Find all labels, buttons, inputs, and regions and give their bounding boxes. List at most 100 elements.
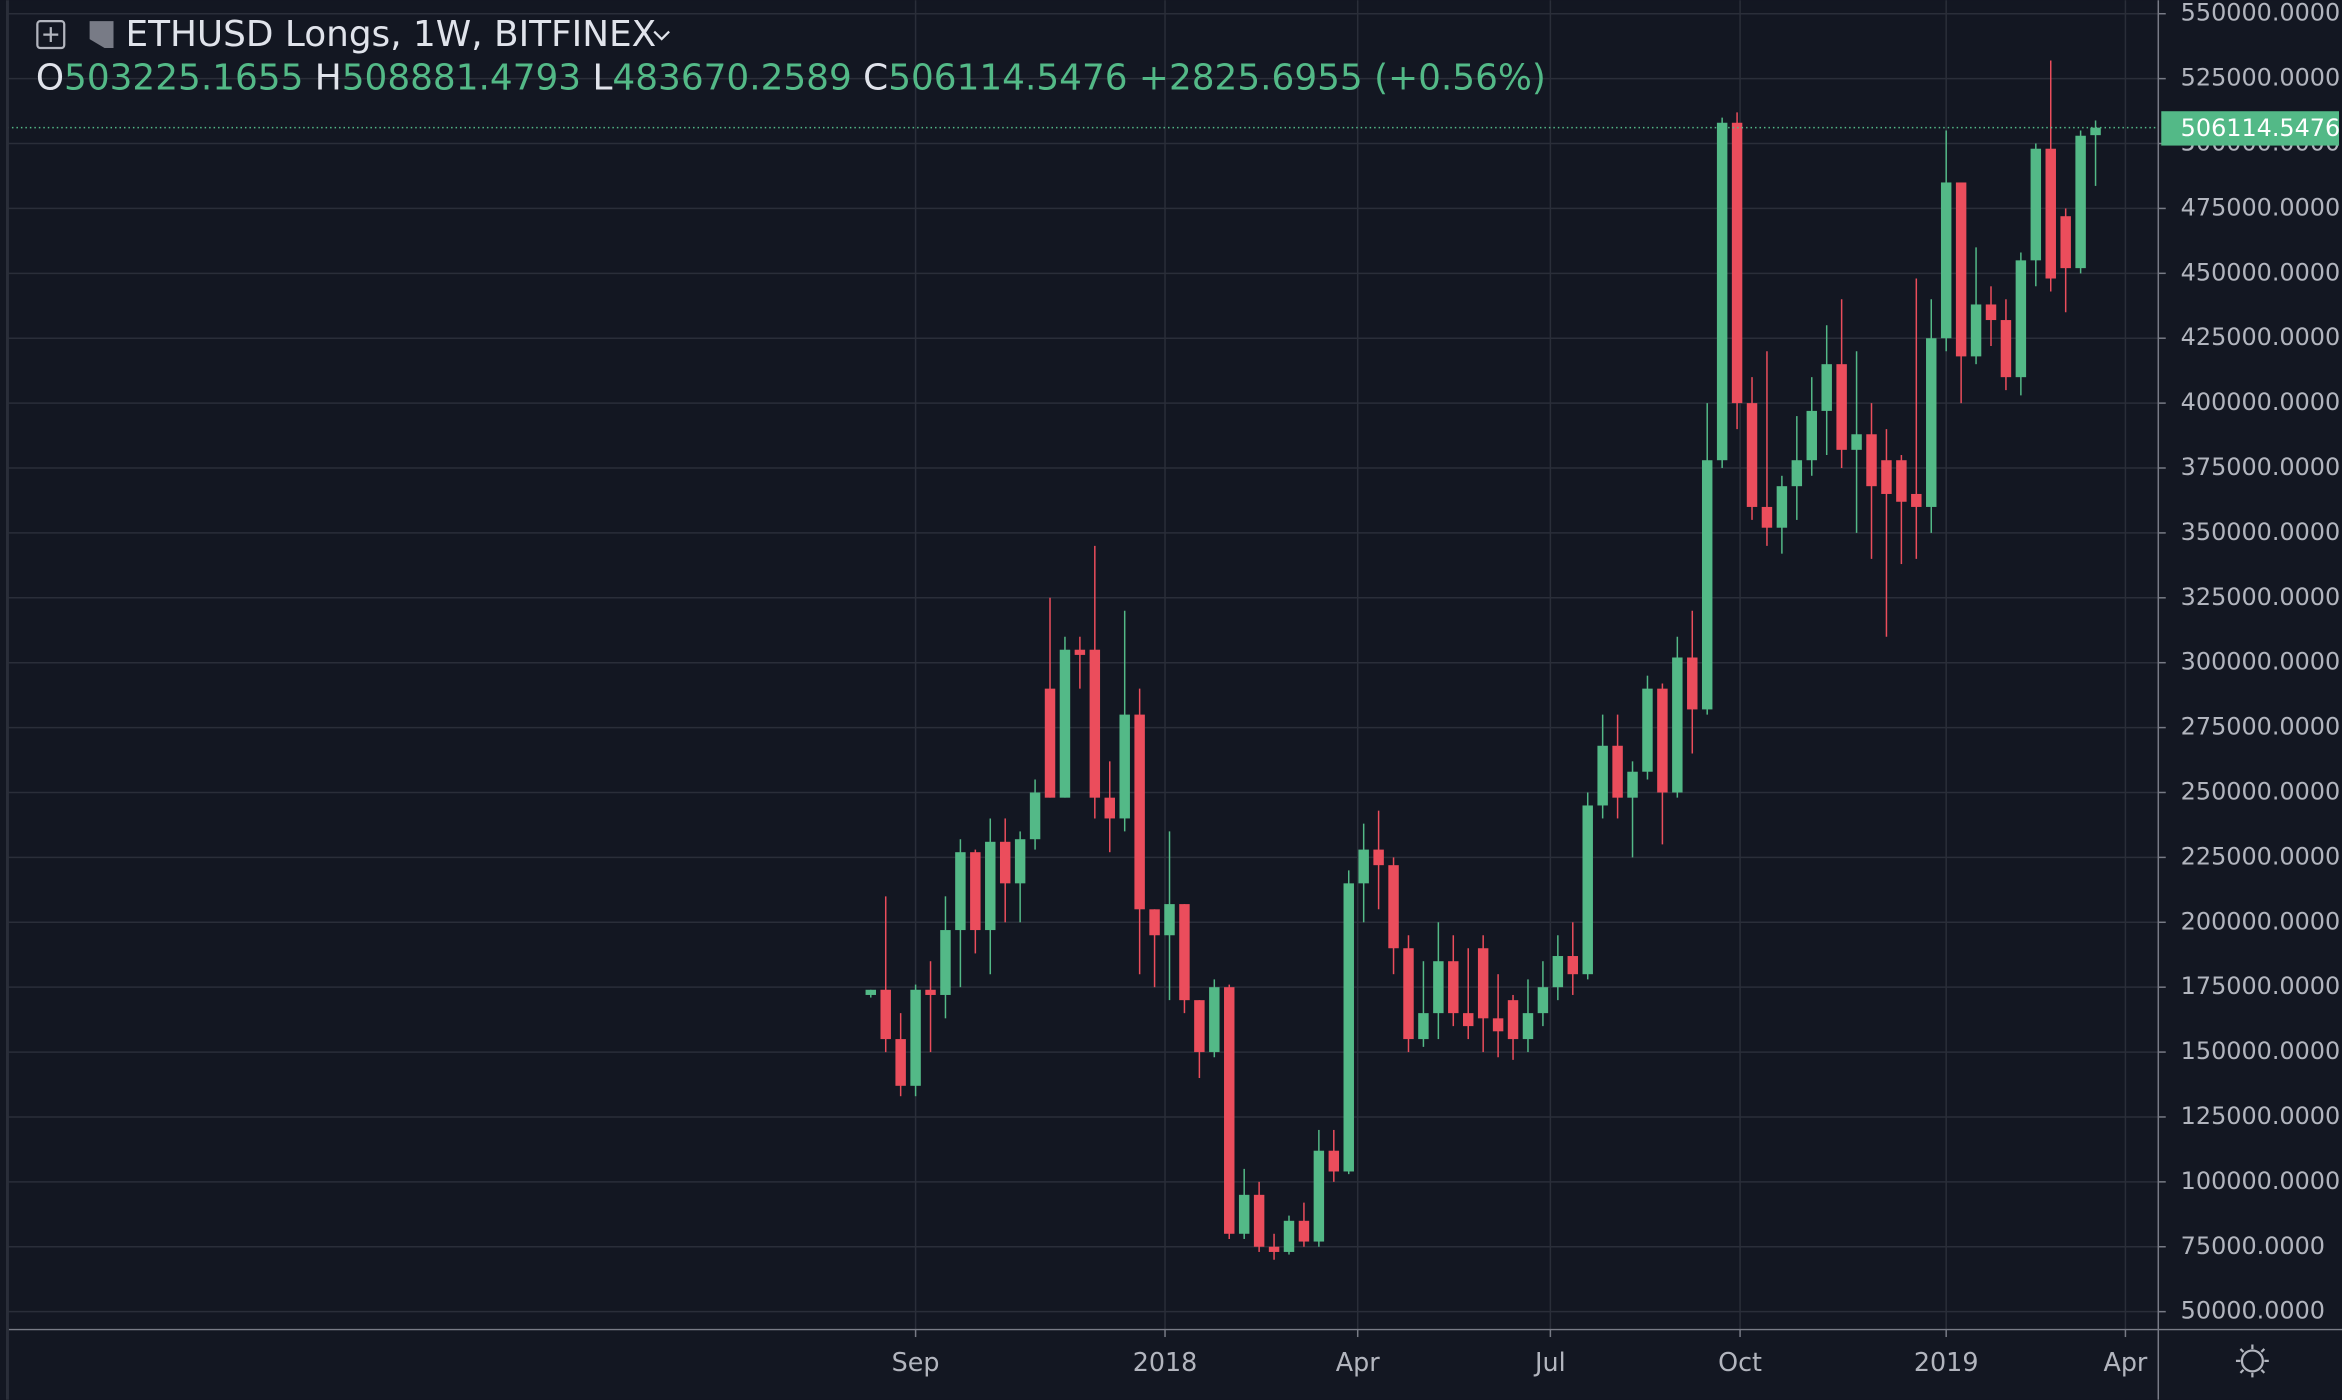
candle-body	[1612, 745, 1623, 798]
candle-body	[1074, 649, 1086, 655]
candle-body	[1283, 1220, 1295, 1252]
candle-body	[1672, 657, 1683, 793]
candle-body	[1746, 403, 1758, 507]
candle-body	[1597, 745, 1608, 806]
candle-body	[1014, 839, 1026, 884]
candle-body	[1985, 304, 1997, 321]
ohlc-value: 483670.2589	[612, 57, 851, 98]
candle-body	[1866, 434, 1877, 487]
candle-body	[1552, 956, 1564, 988]
candle-body	[1328, 1150, 1340, 1172]
y-tick-label: 250000.0000	[2181, 777, 2341, 805]
candle-body	[2000, 320, 2012, 378]
y-tick-label: 150000.0000	[2181, 1037, 2341, 1065]
candle-body	[1477, 948, 1489, 1019]
last-price-badge	[2161, 111, 2340, 146]
candle-body	[1731, 122, 1743, 404]
candle-body	[955, 852, 966, 931]
expand-icon-plus	[43, 27, 59, 43]
axes: 50000.0000 75000.0000 100000.0000 125000.00…	[892, 0, 2341, 1377]
candle-body	[1358, 849, 1369, 884]
candle-body	[1970, 304, 1982, 357]
y-tick-label: 200000.0000	[2181, 907, 2341, 935]
candle-body	[880, 989, 891, 1040]
candle-body	[1791, 460, 1803, 487]
x-tick-label: Jul	[1533, 1347, 1566, 1377]
candle-body	[1403, 948, 1414, 1040]
candle-body	[2045, 148, 2056, 279]
candle-body	[1627, 771, 1638, 798]
y-tick-label: 100000.0000	[2181, 1167, 2341, 1195]
ohlc-value: 506114.5476	[888, 57, 1127, 98]
candle-body	[1642, 688, 1653, 772]
y-tick-label: 50000.0000	[2181, 1297, 2325, 1325]
x-tick-label: Apr	[2103, 1347, 2147, 1377]
candle-body	[1373, 849, 1384, 866]
candle-body	[1955, 182, 1967, 357]
ohlc-prefix: O	[36, 57, 64, 98]
candle-body	[925, 989, 936, 995]
y-tick-label: 75000.0000	[2181, 1232, 2325, 1260]
candle-body	[2075, 135, 2086, 269]
y-tick-label: 225000.0000	[2181, 842, 2341, 870]
candle-body	[1209, 987, 1220, 1053]
candle-body	[1687, 657, 1698, 710]
flag-icon[interactable]	[89, 21, 114, 49]
x-tick-label: Sep	[892, 1347, 940, 1377]
candle-body	[1806, 410, 1817, 461]
candle-body	[1343, 883, 1354, 1172]
candle-body	[2090, 127, 2101, 136]
settings-gear[interactable]	[2240, 1349, 2264, 1373]
expand-icon[interactable]	[36, 20, 66, 50]
candle-body	[1836, 364, 1847, 450]
y-tick-label: 425000.0000	[2181, 323, 2341, 351]
candle-body	[1657, 688, 1668, 793]
ohlc-prefix: C	[863, 57, 888, 98]
candle-body	[1851, 434, 1862, 450]
dropdown-caret[interactable]	[653, 30, 670, 41]
change-label: +2825.6955 (+0.56%)	[1139, 57, 1546, 98]
candle-body	[1522, 1013, 1534, 1040]
ohlc-value: 503225.1655	[64, 57, 303, 98]
settings-icon[interactable]	[2235, 1344, 2269, 1378]
candle-body	[1701, 460, 1713, 710]
candle-body	[1926, 338, 1937, 507]
candles	[7, 60, 2159, 1260]
x-tick-label: 2018	[1133, 1347, 1198, 1377]
candle-body	[1298, 1220, 1310, 1242]
candle-body	[1238, 1194, 1250, 1234]
candle-body	[1194, 1000, 1205, 1053]
candle-body	[1119, 714, 1130, 819]
y-tick-label: 400000.0000	[2181, 388, 2341, 416]
ohlc-prefix: L	[592, 57, 612, 98]
candle-body	[1313, 1150, 1325, 1242]
y-tick-label: 375000.0000	[2181, 453, 2341, 481]
toolbar[interactable]: ETHUSD Longs, 1W, BITFINEX	[36, 14, 670, 55]
x-tick-label: Apr	[1336, 1347, 1380, 1377]
candle-body	[1433, 961, 1444, 1014]
candle-body	[1582, 805, 1593, 975]
candle-body	[1881, 460, 1892, 494]
candle-body	[865, 989, 877, 995]
x-tick-label: 2019	[1914, 1347, 1979, 1377]
candle-body	[1716, 122, 1728, 461]
candle-body	[1940, 182, 1952, 339]
candle-body	[1268, 1246, 1280, 1252]
symbol-title[interactable]: ETHUSD Longs, 1W, BITFINEX	[125, 14, 656, 55]
candle-body	[1896, 460, 1907, 502]
last-price-label: 506114.5476	[2181, 114, 2341, 142]
candle-body	[999, 841, 1011, 884]
candle-body	[1059, 649, 1071, 798]
ohlc-value: 508881.4793	[342, 57, 581, 98]
ohlc-legend: O503225.1655 H508881.4793 L483670.2589 C…	[36, 57, 1546, 98]
y-tick-label: 550000.0000	[2181, 0, 2341, 27]
y-tick-label: 525000.0000	[2181, 64, 2341, 92]
candle-body	[1134, 714, 1145, 910]
candle-body	[1089, 649, 1101, 798]
y-tick-label: 175000.0000	[2181, 972, 2341, 1000]
candle-body	[1567, 956, 1579, 975]
y-tick-label: 350000.0000	[2181, 518, 2341, 546]
candle-body	[940, 930, 951, 995]
candle-body	[910, 989, 921, 1086]
